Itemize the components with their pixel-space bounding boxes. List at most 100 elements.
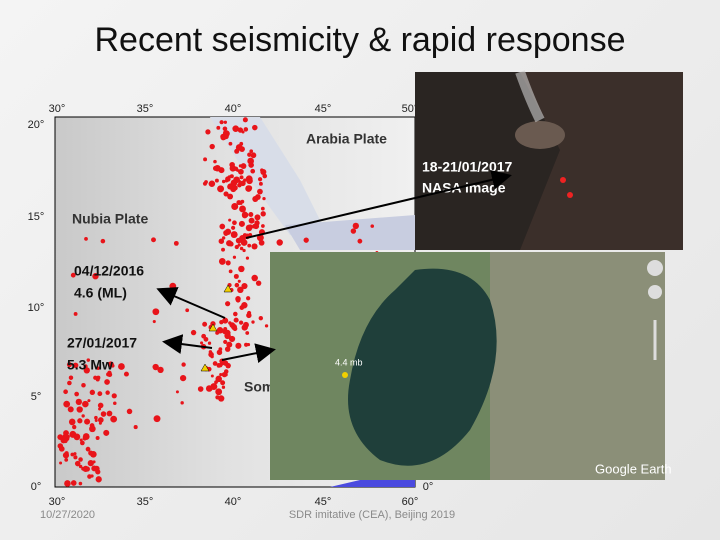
quake-dot xyxy=(73,452,77,456)
quake-dot xyxy=(74,460,81,467)
quake-dot xyxy=(239,141,244,146)
quake-dot xyxy=(350,228,357,234)
quake-dot xyxy=(94,415,98,420)
quake-dot xyxy=(246,296,251,301)
volcano xyxy=(515,121,565,149)
quake-dot xyxy=(212,361,218,366)
quake-dot xyxy=(241,282,248,290)
quake-dot xyxy=(84,237,88,241)
quake-dot xyxy=(225,260,231,266)
quake-dot xyxy=(59,461,63,465)
quake-dot xyxy=(197,386,204,392)
annotation-line: 5.3 Mw xyxy=(67,357,113,373)
quake-dot xyxy=(260,206,265,211)
lon-label: 30° xyxy=(49,496,66,508)
nav-control xyxy=(648,285,662,299)
slide-title: Recent seismicity & rapid response xyxy=(94,21,625,59)
quake-dot xyxy=(238,220,245,227)
quake-dot xyxy=(67,406,74,413)
quake-dot xyxy=(276,239,283,246)
quake-dot xyxy=(81,466,85,471)
quake-dot xyxy=(227,193,234,200)
quake-dot xyxy=(169,282,177,290)
plate-label: Arabia Plate xyxy=(306,131,387,147)
quake-dot xyxy=(231,233,236,238)
quake-dot xyxy=(57,443,64,449)
quake-dot xyxy=(239,320,244,325)
quake-dot xyxy=(84,418,91,425)
quake-dot xyxy=(233,311,238,317)
lat-label: 20° xyxy=(28,119,45,131)
quake-dot xyxy=(82,400,89,408)
quake-dot xyxy=(234,282,240,288)
quake-dot xyxy=(242,248,246,253)
quake-dot xyxy=(81,414,85,418)
quake-dot xyxy=(255,194,261,200)
quake-dot xyxy=(258,181,263,186)
quake-dot xyxy=(73,455,78,460)
quake-dot xyxy=(252,124,258,131)
lon-label: 30° xyxy=(49,103,66,115)
quake-dot xyxy=(262,196,266,201)
quake-dot xyxy=(215,375,223,383)
quake-dot xyxy=(107,372,113,378)
quake-dot xyxy=(247,152,252,157)
quake-dot xyxy=(261,224,265,228)
quake-dot xyxy=(208,351,214,358)
quake-dot xyxy=(233,176,240,184)
quake-dot xyxy=(74,391,79,397)
quake-dot xyxy=(260,168,264,172)
quake-dot xyxy=(242,117,248,123)
quake-dot xyxy=(240,199,245,204)
quake-dot xyxy=(221,179,226,184)
quake-dot xyxy=(241,302,248,309)
quake-dot xyxy=(94,418,98,422)
lat-label: 5° xyxy=(31,391,42,403)
quake-dot xyxy=(95,435,100,440)
quake-dot xyxy=(96,366,100,371)
quake-dot xyxy=(157,366,164,374)
quake-dot xyxy=(231,225,236,230)
lon-label: 60° xyxy=(402,496,419,508)
quake-dot xyxy=(89,389,96,396)
quake-dot xyxy=(226,341,233,348)
event-marker xyxy=(208,323,218,332)
quake-dot xyxy=(241,212,248,219)
quake-dot xyxy=(262,173,268,179)
quake-dot xyxy=(209,143,215,150)
quake-dot xyxy=(228,269,233,274)
quake-dot xyxy=(81,382,86,388)
quake-dot xyxy=(357,238,363,244)
quake-dot xyxy=(240,180,246,187)
quake-dot xyxy=(218,258,226,265)
quake-dot xyxy=(123,371,129,377)
quake-dot xyxy=(216,363,222,368)
quake-dot xyxy=(64,480,71,487)
gulf-of-aden xyxy=(285,215,415,250)
quake-dot xyxy=(180,401,184,405)
quake-dot xyxy=(236,200,242,206)
quake-dot xyxy=(87,399,91,403)
quake-dot xyxy=(248,212,254,217)
quake-dot xyxy=(70,480,77,486)
quake-dot xyxy=(250,152,257,159)
quake-dot xyxy=(219,223,226,230)
lon-label: 50° xyxy=(402,103,419,115)
quake-dot xyxy=(86,358,91,362)
quake-dot xyxy=(79,438,83,442)
lon-label: 35° xyxy=(137,496,154,508)
quake-dot xyxy=(83,364,88,369)
quake-dot xyxy=(247,243,252,248)
quake-dot xyxy=(226,240,233,247)
quake-dot xyxy=(213,159,217,164)
quake-dot xyxy=(72,424,77,430)
google-earth-inset: 4.4 mb Google Earth xyxy=(270,252,672,480)
earthquake-dots xyxy=(57,117,379,487)
quake-dot xyxy=(95,476,102,483)
lake xyxy=(348,268,497,466)
plate-label: Som xyxy=(244,379,274,395)
lon-label: 45° xyxy=(315,103,332,115)
quake-dot xyxy=(106,410,113,417)
